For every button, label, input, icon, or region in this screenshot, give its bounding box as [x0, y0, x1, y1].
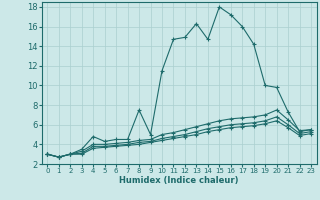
- X-axis label: Humidex (Indice chaleur): Humidex (Indice chaleur): [119, 176, 239, 185]
